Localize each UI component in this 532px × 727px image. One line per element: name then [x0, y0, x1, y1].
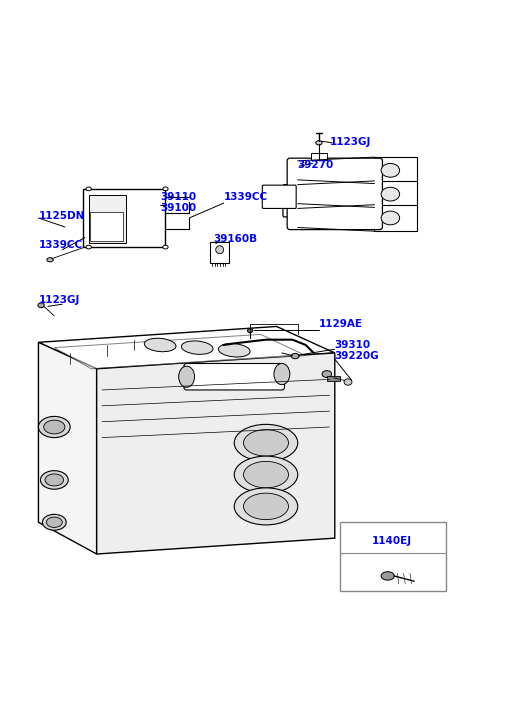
Ellipse shape: [179, 366, 195, 387]
Ellipse shape: [38, 303, 44, 308]
Polygon shape: [54, 334, 306, 369]
Text: 1129AE: 1129AE: [319, 319, 363, 329]
Ellipse shape: [43, 514, 66, 530]
Text: 1123GJ: 1123GJ: [38, 295, 80, 305]
Ellipse shape: [86, 245, 92, 249]
Ellipse shape: [163, 245, 168, 249]
Bar: [327, 376, 340, 381]
Ellipse shape: [384, 184, 413, 204]
Ellipse shape: [381, 571, 394, 580]
Ellipse shape: [215, 246, 223, 254]
Polygon shape: [38, 326, 335, 369]
Bar: [89, 196, 126, 243]
Ellipse shape: [381, 164, 400, 177]
Bar: [311, 153, 327, 160]
Text: 1339CC: 1339CC: [38, 240, 82, 249]
Text: 1140EJ: 1140EJ: [372, 536, 412, 546]
Text: 39220G: 39220G: [335, 351, 379, 361]
Ellipse shape: [385, 208, 414, 228]
FancyBboxPatch shape: [287, 158, 383, 230]
Ellipse shape: [234, 488, 298, 525]
Text: 39310: 39310: [335, 340, 371, 350]
Bar: [90, 212, 123, 241]
Bar: [211, 242, 229, 263]
Ellipse shape: [46, 517, 62, 527]
FancyBboxPatch shape: [283, 185, 307, 217]
Ellipse shape: [322, 371, 331, 377]
Ellipse shape: [247, 329, 253, 332]
Ellipse shape: [38, 417, 70, 438]
Ellipse shape: [244, 430, 288, 456]
Ellipse shape: [234, 425, 298, 462]
Text: 39270: 39270: [298, 161, 334, 170]
Ellipse shape: [344, 379, 352, 385]
Ellipse shape: [384, 160, 413, 180]
Text: 39160B: 39160B: [213, 234, 257, 244]
Ellipse shape: [316, 141, 322, 145]
FancyBboxPatch shape: [184, 364, 285, 390]
FancyBboxPatch shape: [262, 185, 296, 209]
Bar: [375, 157, 417, 183]
Bar: [340, 522, 446, 591]
Ellipse shape: [244, 493, 288, 520]
Bar: [375, 181, 417, 207]
Ellipse shape: [274, 364, 290, 385]
Text: 1339CC: 1339CC: [223, 192, 268, 202]
Ellipse shape: [219, 344, 250, 357]
Text: 39100: 39100: [160, 203, 196, 213]
Ellipse shape: [244, 462, 288, 488]
Text: 1125DN: 1125DN: [38, 211, 85, 220]
Ellipse shape: [47, 257, 53, 262]
Text: 39110: 39110: [160, 192, 196, 202]
Bar: [375, 205, 417, 231]
Ellipse shape: [86, 187, 92, 190]
Ellipse shape: [291, 353, 299, 358]
Ellipse shape: [381, 188, 400, 201]
Ellipse shape: [163, 187, 168, 190]
Ellipse shape: [144, 338, 176, 352]
Ellipse shape: [234, 456, 298, 493]
Text: 1123GJ: 1123GJ: [329, 137, 371, 147]
Bar: [84, 189, 165, 247]
Polygon shape: [97, 353, 335, 554]
Ellipse shape: [381, 211, 400, 225]
Ellipse shape: [44, 420, 65, 434]
Ellipse shape: [40, 470, 68, 489]
Polygon shape: [38, 342, 97, 554]
Ellipse shape: [45, 474, 63, 486]
Ellipse shape: [181, 341, 213, 354]
